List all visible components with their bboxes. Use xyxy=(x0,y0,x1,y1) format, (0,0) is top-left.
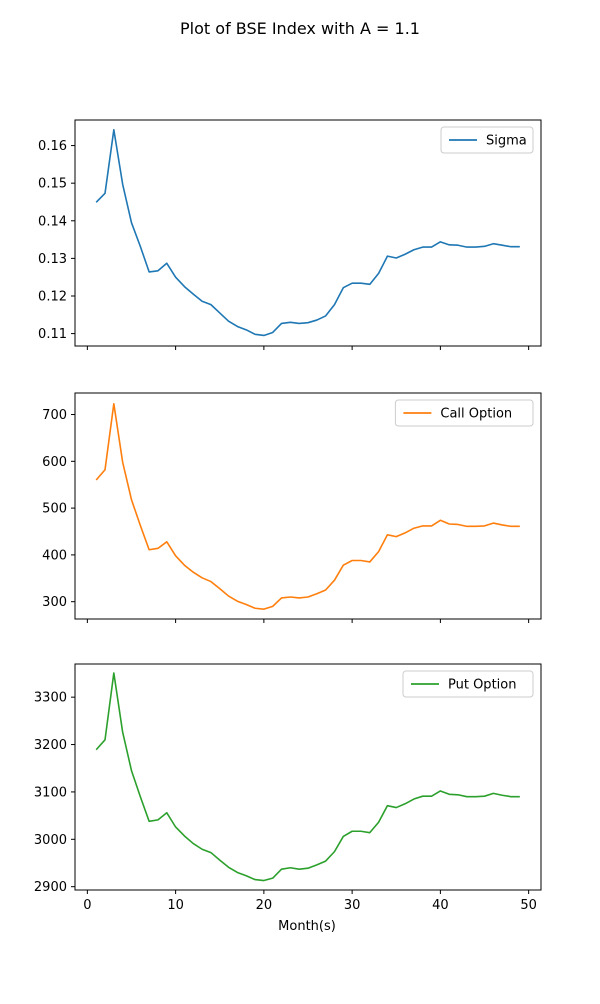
axes-frame xyxy=(74,663,542,891)
y-tick-label: 500 xyxy=(42,502,67,517)
x-axis-label: Month(s) xyxy=(278,919,336,934)
y-tick-label: 0.12 xyxy=(38,289,67,304)
legend-box xyxy=(394,399,534,427)
legend-label: Sigma xyxy=(486,134,527,149)
axes-frame xyxy=(74,119,542,347)
x-tick-label: 0 xyxy=(83,898,91,913)
y-tick-label: 0.11 xyxy=(38,327,67,342)
legend-box xyxy=(402,670,534,698)
legend-box xyxy=(440,126,534,154)
y-tick-label: 700 xyxy=(42,408,67,423)
x-tick-label: 50 xyxy=(520,898,537,913)
y-tick-label: 0.16 xyxy=(38,139,67,154)
y-tick-label: 400 xyxy=(42,548,67,563)
legend-label: Put Option xyxy=(448,678,516,693)
figure-title: Plot of BSE Index with A = 1.1 xyxy=(180,19,420,38)
legend: Sigma xyxy=(440,126,534,154)
panel-1: 0.11 0.12 0.13 0.14 0.15 0.16 Sigma xyxy=(38,119,542,350)
x-tick-label: 40 xyxy=(432,898,449,913)
x-tick-label: 20 xyxy=(256,898,273,913)
legend: Call Option xyxy=(394,399,534,427)
legend-label: Call Option xyxy=(440,407,512,422)
x-tick-label: 30 xyxy=(344,898,361,913)
y-tick-label: 2900 xyxy=(34,880,67,895)
x-tick-label: 10 xyxy=(167,898,184,913)
y-tick-label: 0.13 xyxy=(38,252,67,267)
y-tick-label: 3300 xyxy=(34,691,67,706)
panel-3: 2900 3000 3100 3200 3300 0 10 20 30 40 50 Put Optio… xyxy=(34,663,542,913)
panels: 0.110.120.130.140.150.16 Sigma30040050060… xyxy=(34,119,542,913)
legend: Put Option xyxy=(402,670,534,698)
y-tick-label: 600 xyxy=(42,455,67,470)
series-line-call-option xyxy=(95,402,520,610)
series-line-sigma xyxy=(95,128,520,337)
y-tick-label: 0.15 xyxy=(38,177,67,192)
axes-frame xyxy=(74,392,542,620)
y-tick-label: 300 xyxy=(42,595,67,610)
y-tick-label: 3200 xyxy=(34,738,67,753)
y-tick-label: 3100 xyxy=(34,785,67,800)
panel-2: 300 400 500 600 700 Call Option xyxy=(42,392,542,623)
y-tick-label: 3000 xyxy=(34,833,67,848)
y-tick-label: 0.14 xyxy=(38,214,67,229)
series-line-put-option xyxy=(95,672,520,882)
